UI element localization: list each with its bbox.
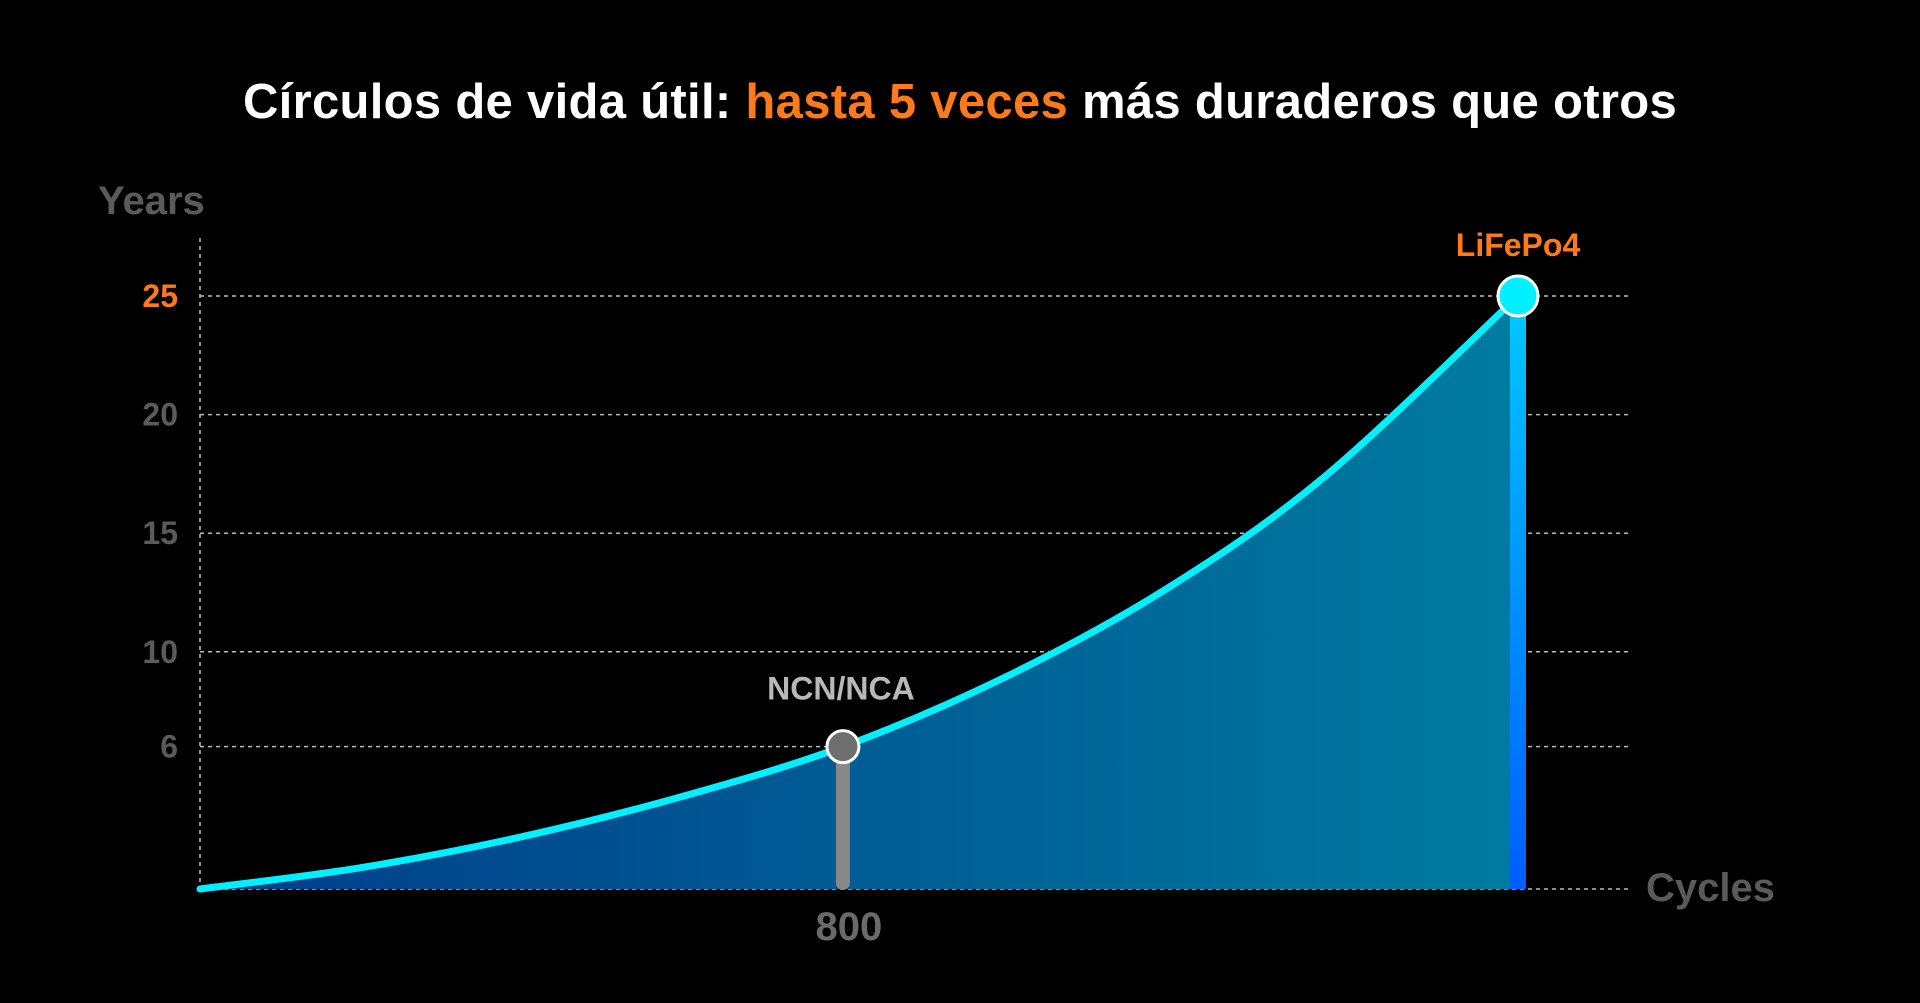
point-label-ncn-nca: NCN/NCA <box>767 671 915 707</box>
y-tick-label-10: 10 <box>142 634 178 670</box>
title-highlight: hasta 5 veces <box>745 75 1069 129</box>
bar-lifepo4 <box>1510 296 1526 889</box>
marker-ncn-nca <box>825 729 861 765</box>
y-axis-title: Years <box>98 179 205 223</box>
series-line <box>196 292 1522 893</box>
chart-title: Círculos de vida útil: hasta 5 veces más… <box>0 74 1920 130</box>
x-axis-title: Cycles <box>1646 866 1775 910</box>
point-label-lifepo4: LiFePo4 <box>1456 227 1581 263</box>
y-tick-label-6: 6 <box>160 729 178 765</box>
y-tick-label-25: 25 <box>142 278 178 314</box>
title-part2: más duraderos que otros <box>1068 75 1678 129</box>
y-tick-label-20: 20 <box>142 397 178 433</box>
title-part1: Círculos de vida útil: <box>242 75 746 129</box>
y-tick-label-15: 15 <box>142 515 178 551</box>
area-fill <box>200 296 1518 889</box>
marker-lifepo4 <box>1496 274 1540 318</box>
x-tick-label-800: 800 <box>816 905 883 949</box>
